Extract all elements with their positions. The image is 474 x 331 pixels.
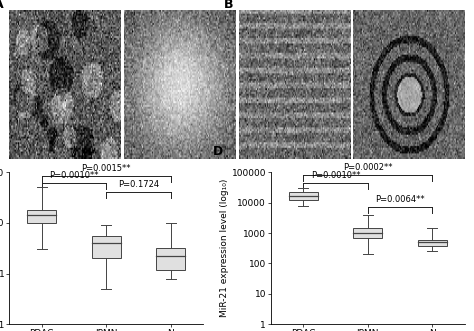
Bar [418,240,447,246]
Y-axis label: MiR-21 expression level (log₁₀): MiR-21 expression level (log₁₀) [220,179,229,317]
Bar [156,248,185,270]
Text: P=0.1724: P=0.1724 [118,180,159,189]
Text: P=0.0010**: P=0.0010** [49,170,99,180]
Text: D: D [213,145,223,158]
Bar [92,236,121,259]
Text: P=0.0010**: P=0.0010** [310,171,360,180]
Text: B: B [224,0,233,11]
Bar [27,210,56,223]
Bar [289,192,318,200]
Text: P=0.0064**: P=0.0064** [375,195,425,204]
Bar [353,228,382,238]
Text: A: A [0,0,4,11]
Text: P=0.0002**: P=0.0002** [343,163,392,172]
Text: P=0.0015**: P=0.0015** [82,164,131,173]
